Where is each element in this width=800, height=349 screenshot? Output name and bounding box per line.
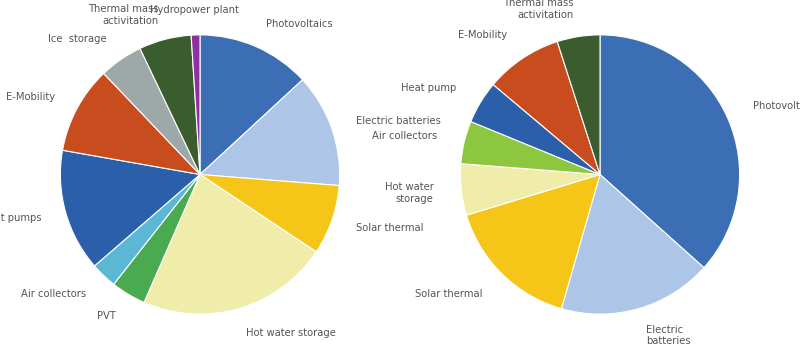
Text: E-Mobility: E-Mobility [458, 30, 506, 40]
Wedge shape [471, 84, 600, 174]
Wedge shape [191, 35, 200, 174]
Wedge shape [466, 174, 600, 309]
Text: Electric
batteries: Electric batteries [646, 325, 691, 346]
Text: Solar thermal: Solar thermal [415, 289, 482, 299]
Text: Air collectors: Air collectors [372, 131, 437, 141]
Wedge shape [144, 174, 316, 314]
Text: Hot water
storage: Hot water storage [385, 182, 434, 203]
Text: PVT: PVT [97, 311, 115, 321]
Text: Heat pumps: Heat pumps [0, 213, 42, 223]
Wedge shape [558, 35, 600, 174]
Text: Hot water storage: Hot water storage [246, 328, 336, 337]
Wedge shape [61, 150, 200, 266]
Text: Thermal mass
activitation: Thermal mass activitation [503, 0, 574, 20]
Wedge shape [62, 74, 200, 174]
Wedge shape [461, 121, 600, 174]
Wedge shape [562, 174, 704, 314]
Wedge shape [200, 174, 339, 252]
Wedge shape [114, 174, 200, 302]
Wedge shape [140, 35, 200, 174]
Text: Photovoltaics: Photovoltaics [753, 101, 800, 111]
Text: Ice  storage: Ice storage [48, 34, 106, 44]
Wedge shape [94, 174, 200, 284]
Text: Heat pump: Heat pump [402, 83, 457, 93]
Text: Air collectors: Air collectors [21, 289, 86, 299]
Wedge shape [104, 49, 200, 174]
Text: Thermal mass
activitation: Thermal mass activitation [88, 4, 158, 26]
Wedge shape [200, 80, 339, 186]
Text: Electric batteries: Electric batteries [356, 116, 441, 126]
Text: E-Mobility: E-Mobility [6, 92, 54, 102]
Text: Hydropower plant: Hydropower plant [150, 5, 239, 15]
Wedge shape [461, 164, 600, 215]
Wedge shape [200, 35, 302, 174]
Text: Solar thermal: Solar thermal [356, 223, 423, 233]
Text: Photovoltaics: Photovoltaics [266, 18, 333, 29]
Wedge shape [600, 35, 739, 268]
Wedge shape [494, 42, 600, 174]
